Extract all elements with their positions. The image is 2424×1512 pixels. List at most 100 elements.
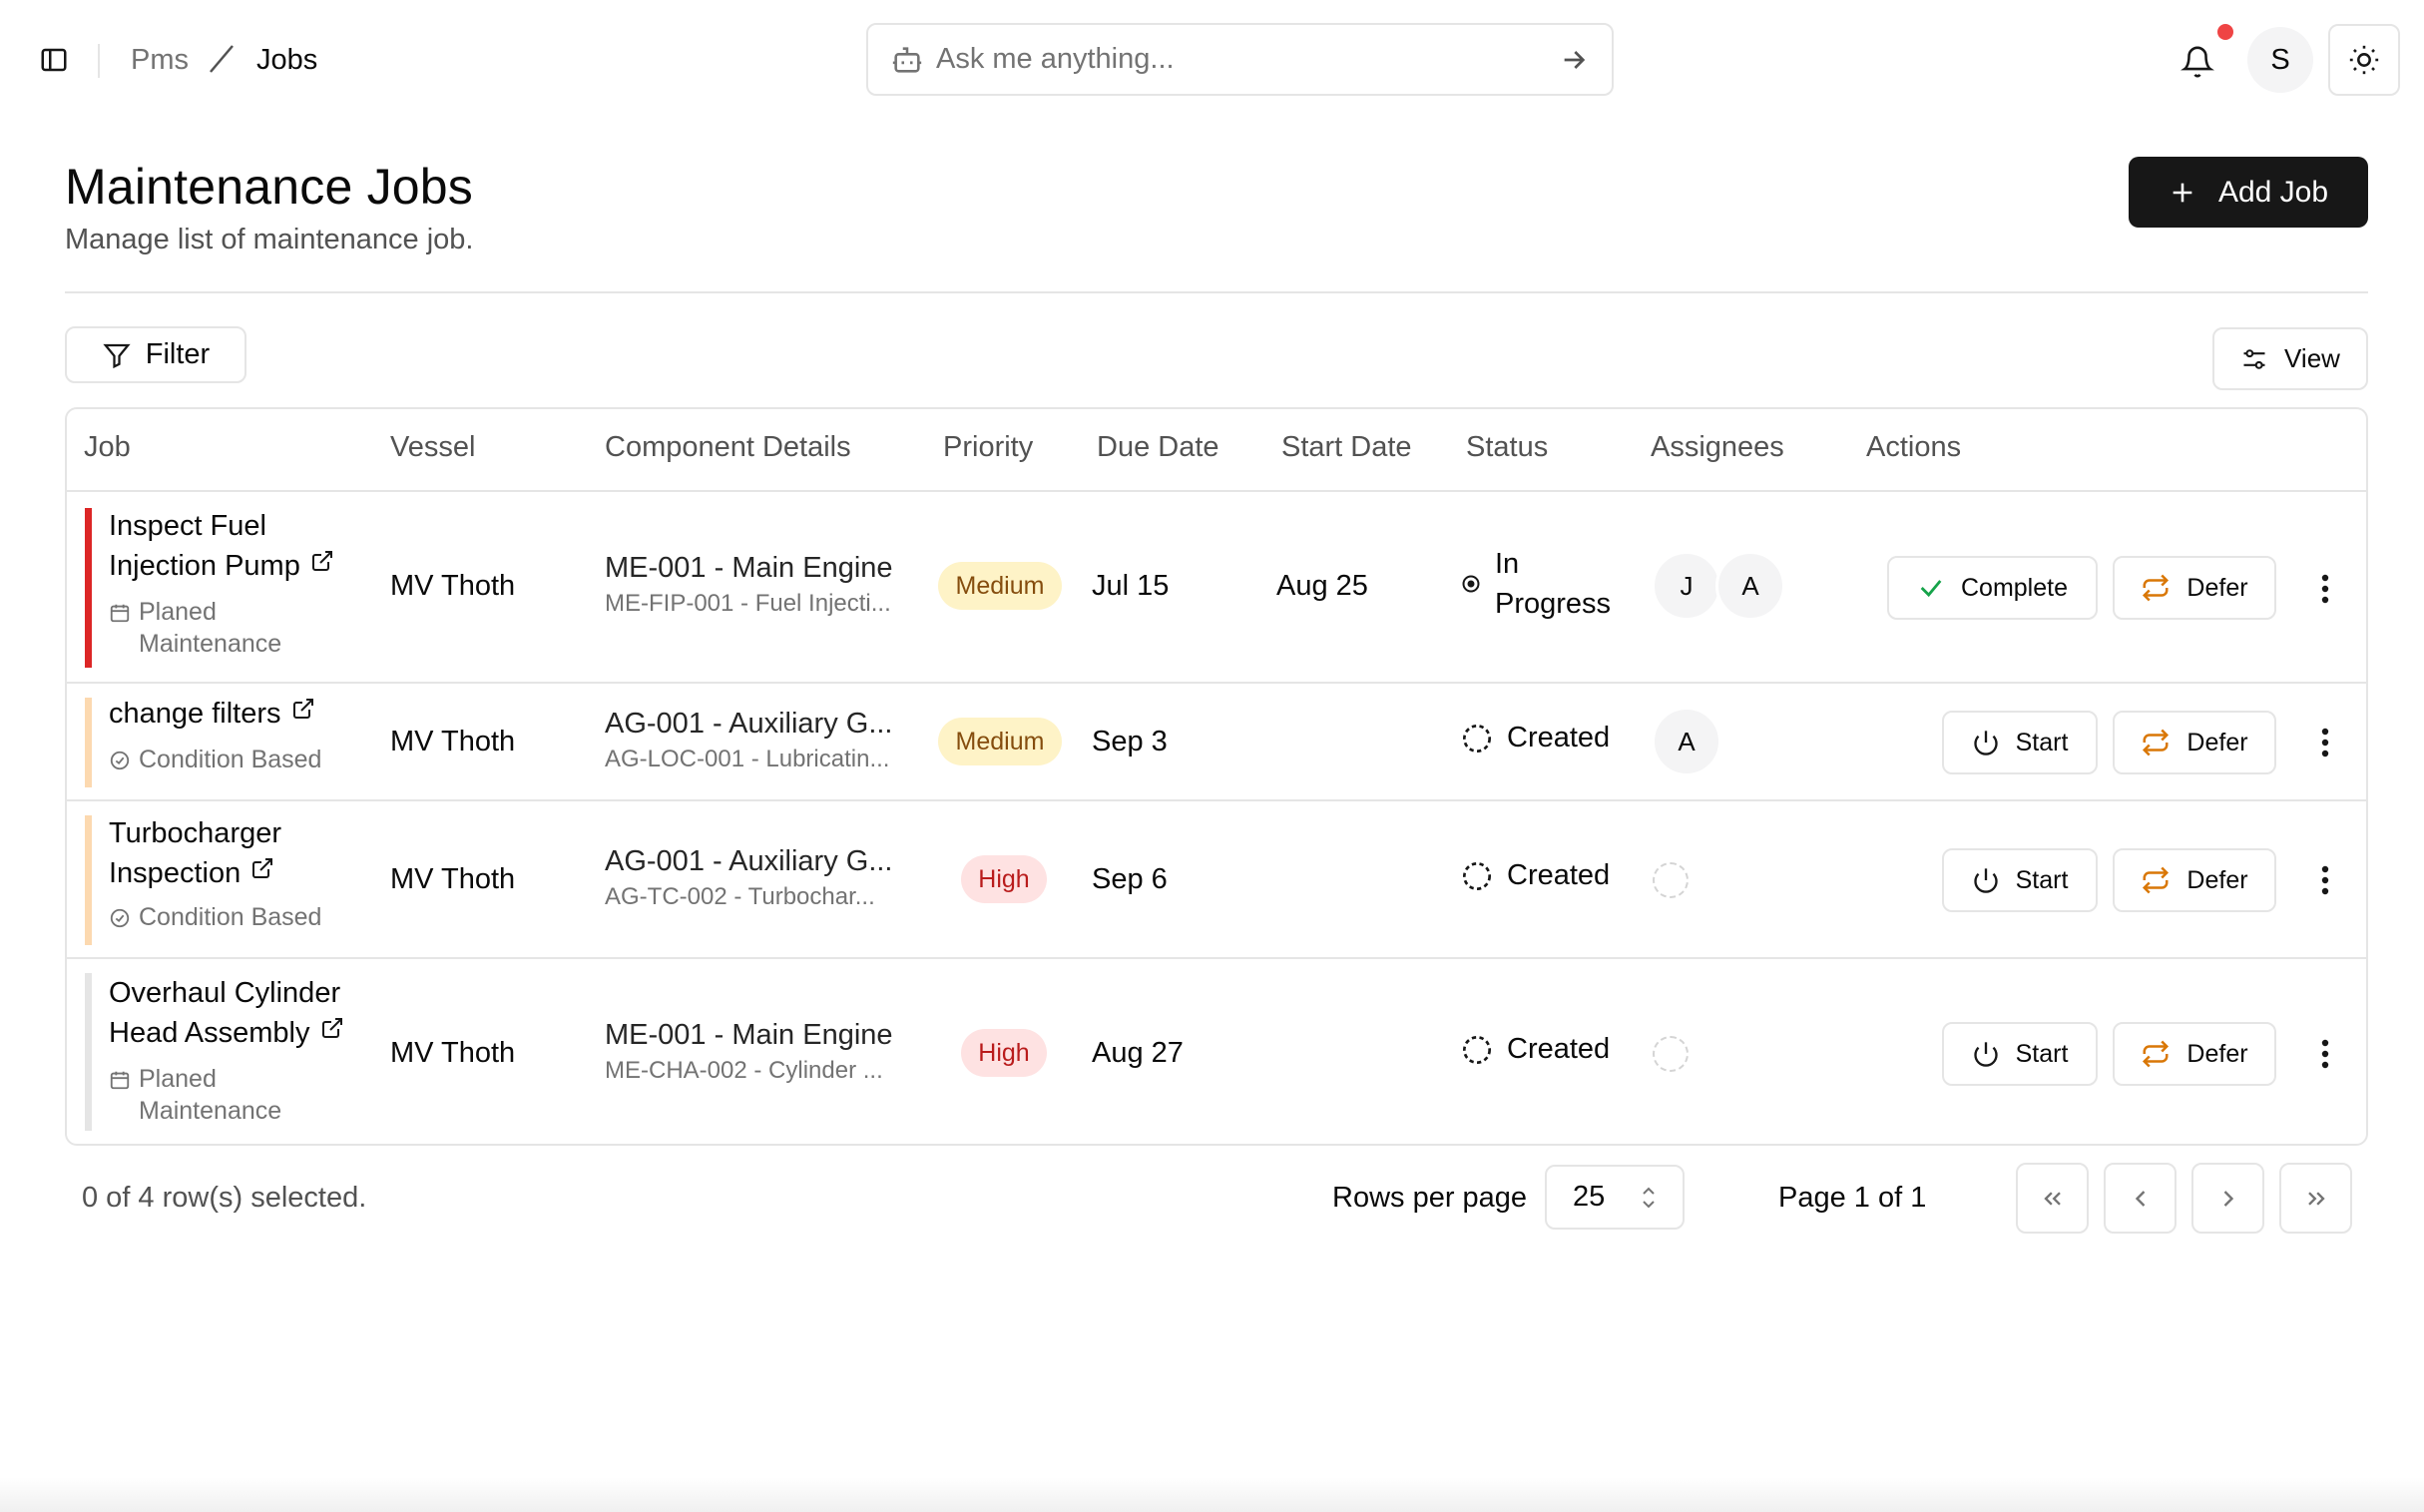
view-options-button[interactable]: View (2212, 327, 2368, 390)
theme-toggle-button[interactable] (2328, 24, 2400, 96)
vessel-cell: MV Thoth (390, 570, 516, 602)
sun-icon (2349, 45, 2379, 75)
priority-badge: Medium (938, 562, 1062, 610)
column-header-status[interactable]: Status (1466, 431, 1549, 463)
filter-label: Filter (145, 338, 211, 370)
rows-per-page-select[interactable]: 25 (1545, 1165, 1685, 1230)
status-line1: Created (1507, 859, 1611, 891)
empty-assignee-placeholder[interactable] (1653, 862, 1689, 898)
complete-button[interactable]: Complete (1887, 556, 2098, 620)
start-button[interactable]: Start (1942, 1022, 2098, 1086)
due-date-cell: Sep 6 (1092, 863, 1168, 895)
row-menu-button[interactable] (2310, 1034, 2340, 1074)
row-status-bar (85, 815, 92, 945)
filter-button[interactable]: Filter (65, 326, 246, 383)
power-icon (1973, 868, 1998, 893)
add-job-button[interactable]: Add Job (2129, 157, 2368, 228)
column-header-assignees: Assignees (1651, 431, 1784, 463)
job-type-line2: Maintenance (139, 630, 282, 658)
status-cell: Created (1461, 859, 1610, 892)
table-row[interactable]: Inspect Fuel Injection Pump Planed Mainte… (67, 490, 2366, 682)
sidebar-toggle-button[interactable] (34, 42, 74, 78)
component-main: AG-001 - Auxiliary G... (605, 708, 893, 740)
defer-button[interactable]: Defer (2113, 556, 2276, 620)
job-type: Planed Maintenance (109, 596, 281, 660)
job-title-line2: Head Assembly (109, 1017, 310, 1049)
user-avatar[interactable]: S (2247, 27, 2313, 93)
column-header-due-date[interactable]: Due Date (1097, 431, 1219, 463)
job-title[interactable]: Turbocharger Inspection (109, 813, 281, 893)
gauge-icon (110, 908, 130, 928)
job-title[interactable]: change filters (109, 694, 315, 734)
job-title[interactable]: Overhaul Cylinder Head Assembly (109, 973, 344, 1053)
sliders-icon (2243, 348, 2265, 369)
calendar-icon (110, 604, 130, 623)
table-row[interactable]: change filters Condition Based MV Thoth … (67, 682, 2366, 799)
status-cell: Created (1461, 722, 1610, 755)
defer-label: Defer (2186, 1039, 2248, 1068)
defer-label: Defer (2186, 573, 2248, 602)
assignee-avatar[interactable]: A (1715, 551, 1785, 621)
chevrons-left-icon (2043, 1191, 2061, 1206)
add-job-label: Add Job (2217, 175, 2329, 209)
external-link-icon[interactable] (291, 697, 315, 721)
defer-label: Defer (2186, 728, 2248, 756)
column-header-component[interactable]: Component Details (605, 431, 851, 463)
funnel-icon (103, 343, 131, 368)
component-sub: AG-TC-002 - Turbochar... (605, 883, 875, 910)
last-page-button[interactable] (2279, 1163, 2352, 1234)
assignee-avatar[interactable]: J (1652, 551, 1721, 621)
start-button[interactable]: Start (1942, 711, 2098, 774)
power-icon (1973, 731, 1998, 756)
arrow-right-icon[interactable] (1558, 44, 1590, 76)
status-cell: Created (1461, 1033, 1610, 1066)
page-info: Page 1 of 1 (1778, 1182, 1927, 1214)
job-type: Planed Maintenance (109, 1063, 281, 1127)
defer-button[interactable]: Defer (2113, 848, 2276, 912)
vessel-cell: MV Thoth (390, 726, 516, 757)
row-menu-button[interactable] (2310, 723, 2340, 762)
component-main: ME-001 - Main Engine (605, 552, 893, 584)
job-title-line1: Turbocharger (109, 817, 282, 849)
component-sub: AG-LOC-001 - Lubricatin... (605, 746, 890, 772)
job-type-line1: Condition Based (139, 903, 322, 931)
next-page-button[interactable] (2191, 1163, 2264, 1234)
breadcrumb-root[interactable]: Pms (131, 44, 189, 76)
in-progress-icon (1462, 575, 1480, 593)
column-header-job[interactable]: Job (84, 431, 131, 463)
jobs-table: Job Vessel Component Details Priority Du… (65, 407, 2368, 1146)
previous-page-button[interactable] (2104, 1163, 2177, 1234)
defer-button[interactable]: Defer (2113, 711, 2276, 774)
start-button[interactable]: Start (1942, 848, 2098, 912)
repeat-icon (2143, 1040, 2170, 1068)
priority-badge: High (961, 855, 1047, 903)
notifications-button[interactable] (2176, 40, 2219, 84)
selection-count: 0 of 4 row(s) selected. (82, 1182, 367, 1214)
row-status-bar (85, 973, 92, 1131)
header-divider (98, 44, 100, 78)
assignee-avatar[interactable]: A (1652, 707, 1721, 776)
job-type-line2: Maintenance (139, 1097, 282, 1125)
external-link-icon[interactable] (320, 1016, 344, 1040)
more-vertical-icon (2321, 1039, 2329, 1069)
job-title[interactable]: Inspect Fuel Injection Pump (109, 506, 334, 586)
table-row[interactable]: Overhaul Cylinder Head Assembly Planed Ma… (67, 957, 2366, 1144)
column-header-vessel[interactable]: Vessel (390, 431, 476, 463)
table-row[interactable]: Turbocharger Inspection Condition Based … (67, 799, 2366, 957)
empty-assignee-placeholder[interactable] (1653, 1036, 1689, 1072)
ask-assistant-input[interactable]: Ask me anything... (866, 23, 1614, 96)
rows-per-page-label: Rows per page (1332, 1182, 1528, 1214)
row-menu-button[interactable] (2310, 860, 2340, 900)
complete-label: Complete (1961, 573, 2068, 602)
external-link-icon[interactable] (310, 549, 334, 573)
defer-button[interactable]: Defer (2113, 1022, 2276, 1086)
external-link-icon[interactable] (250, 856, 274, 880)
column-header-priority[interactable]: Priority (943, 431, 1034, 463)
column-header-start-date[interactable]: Start Date (1281, 431, 1412, 463)
first-page-button[interactable] (2016, 1163, 2089, 1234)
row-menu-button[interactable] (2310, 569, 2340, 609)
due-date-cell: Sep 3 (1092, 726, 1168, 757)
start-label: Start (2015, 1039, 2069, 1068)
start-label: Start (2015, 865, 2069, 894)
chevron-left-icon (2135, 1190, 2145, 1207)
